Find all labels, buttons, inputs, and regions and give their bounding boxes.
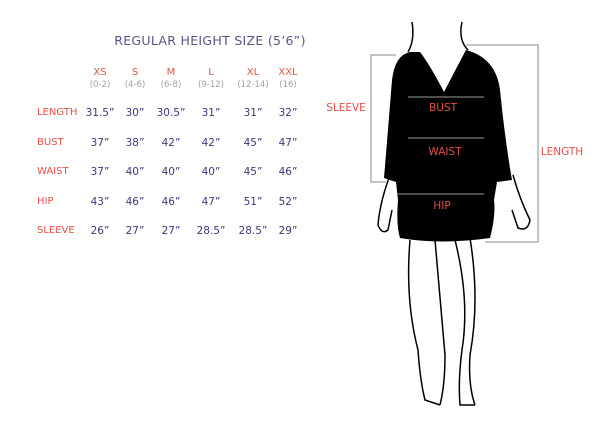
sleeve-label: SLEEVE [326,102,366,114]
table-cell: 30” [125,107,145,119]
length-label: LENGTH [540,146,584,158]
table-cell: 42” [161,137,181,149]
chart-title: REGULAR HEIGHT SIZE (5’6”) [114,33,306,48]
brackets [370,44,539,243]
table-cell: 40” [161,166,181,178]
table-cell: 28.5” [238,225,268,237]
size-header: M [166,67,176,78]
size-range: (4-6) [124,80,146,90]
table-cell: 27” [125,225,145,237]
size-header: S [131,67,139,78]
table-cell: 31” [243,107,263,119]
table-cell: 46” [278,166,298,178]
row-label: HIP [37,196,54,207]
bust-label: BUST [429,102,457,114]
size-header: XS [93,67,107,78]
table-cell: 32” [278,107,298,119]
table-cell: 27” [161,225,181,237]
table-cell: 29” [278,225,298,237]
size-header: XXL [278,67,298,78]
size-range: (12-14) [237,80,269,90]
row-label: WAIST [37,166,69,177]
waist-label: WAIST [428,146,462,158]
size-range: (16) [279,80,297,90]
table-cell: 37” [90,166,110,178]
table-cell: 47” [201,196,221,208]
table-cell: 28.5” [196,225,226,237]
row-label: SLEEVE [37,225,75,236]
figure-outline [377,21,531,406]
table-cell: 42” [201,137,221,149]
table-cell: 26” [90,225,110,237]
table-cell: 30.5” [156,107,186,119]
table-cell: 51” [243,196,263,208]
table-cell: 37” [90,137,110,149]
table-cell: 46” [125,196,145,208]
size-header: XL [246,67,260,78]
row-label: LENGTH [37,107,78,118]
hip-label: HIP [433,200,451,212]
table-cell: 40” [201,166,221,178]
table-cell: 45” [243,166,263,178]
size-range: (0-2) [89,80,111,90]
table-cell: 52” [278,196,298,208]
table-cell: 38” [125,137,145,149]
measure-lines [398,96,484,195]
table-cell: 46” [161,196,181,208]
size-range: (6-8) [160,80,182,90]
row-label: BUST [37,137,64,148]
table-cell: 43” [90,196,110,208]
table-cell: 31” [201,107,221,119]
size-range: (9-12) [198,80,224,90]
table-cell: 45” [243,137,263,149]
table-cell: 40” [125,166,145,178]
size-header: L [208,67,214,78]
table-cell: 31.5” [85,107,115,119]
table-cell: 47” [278,137,298,149]
